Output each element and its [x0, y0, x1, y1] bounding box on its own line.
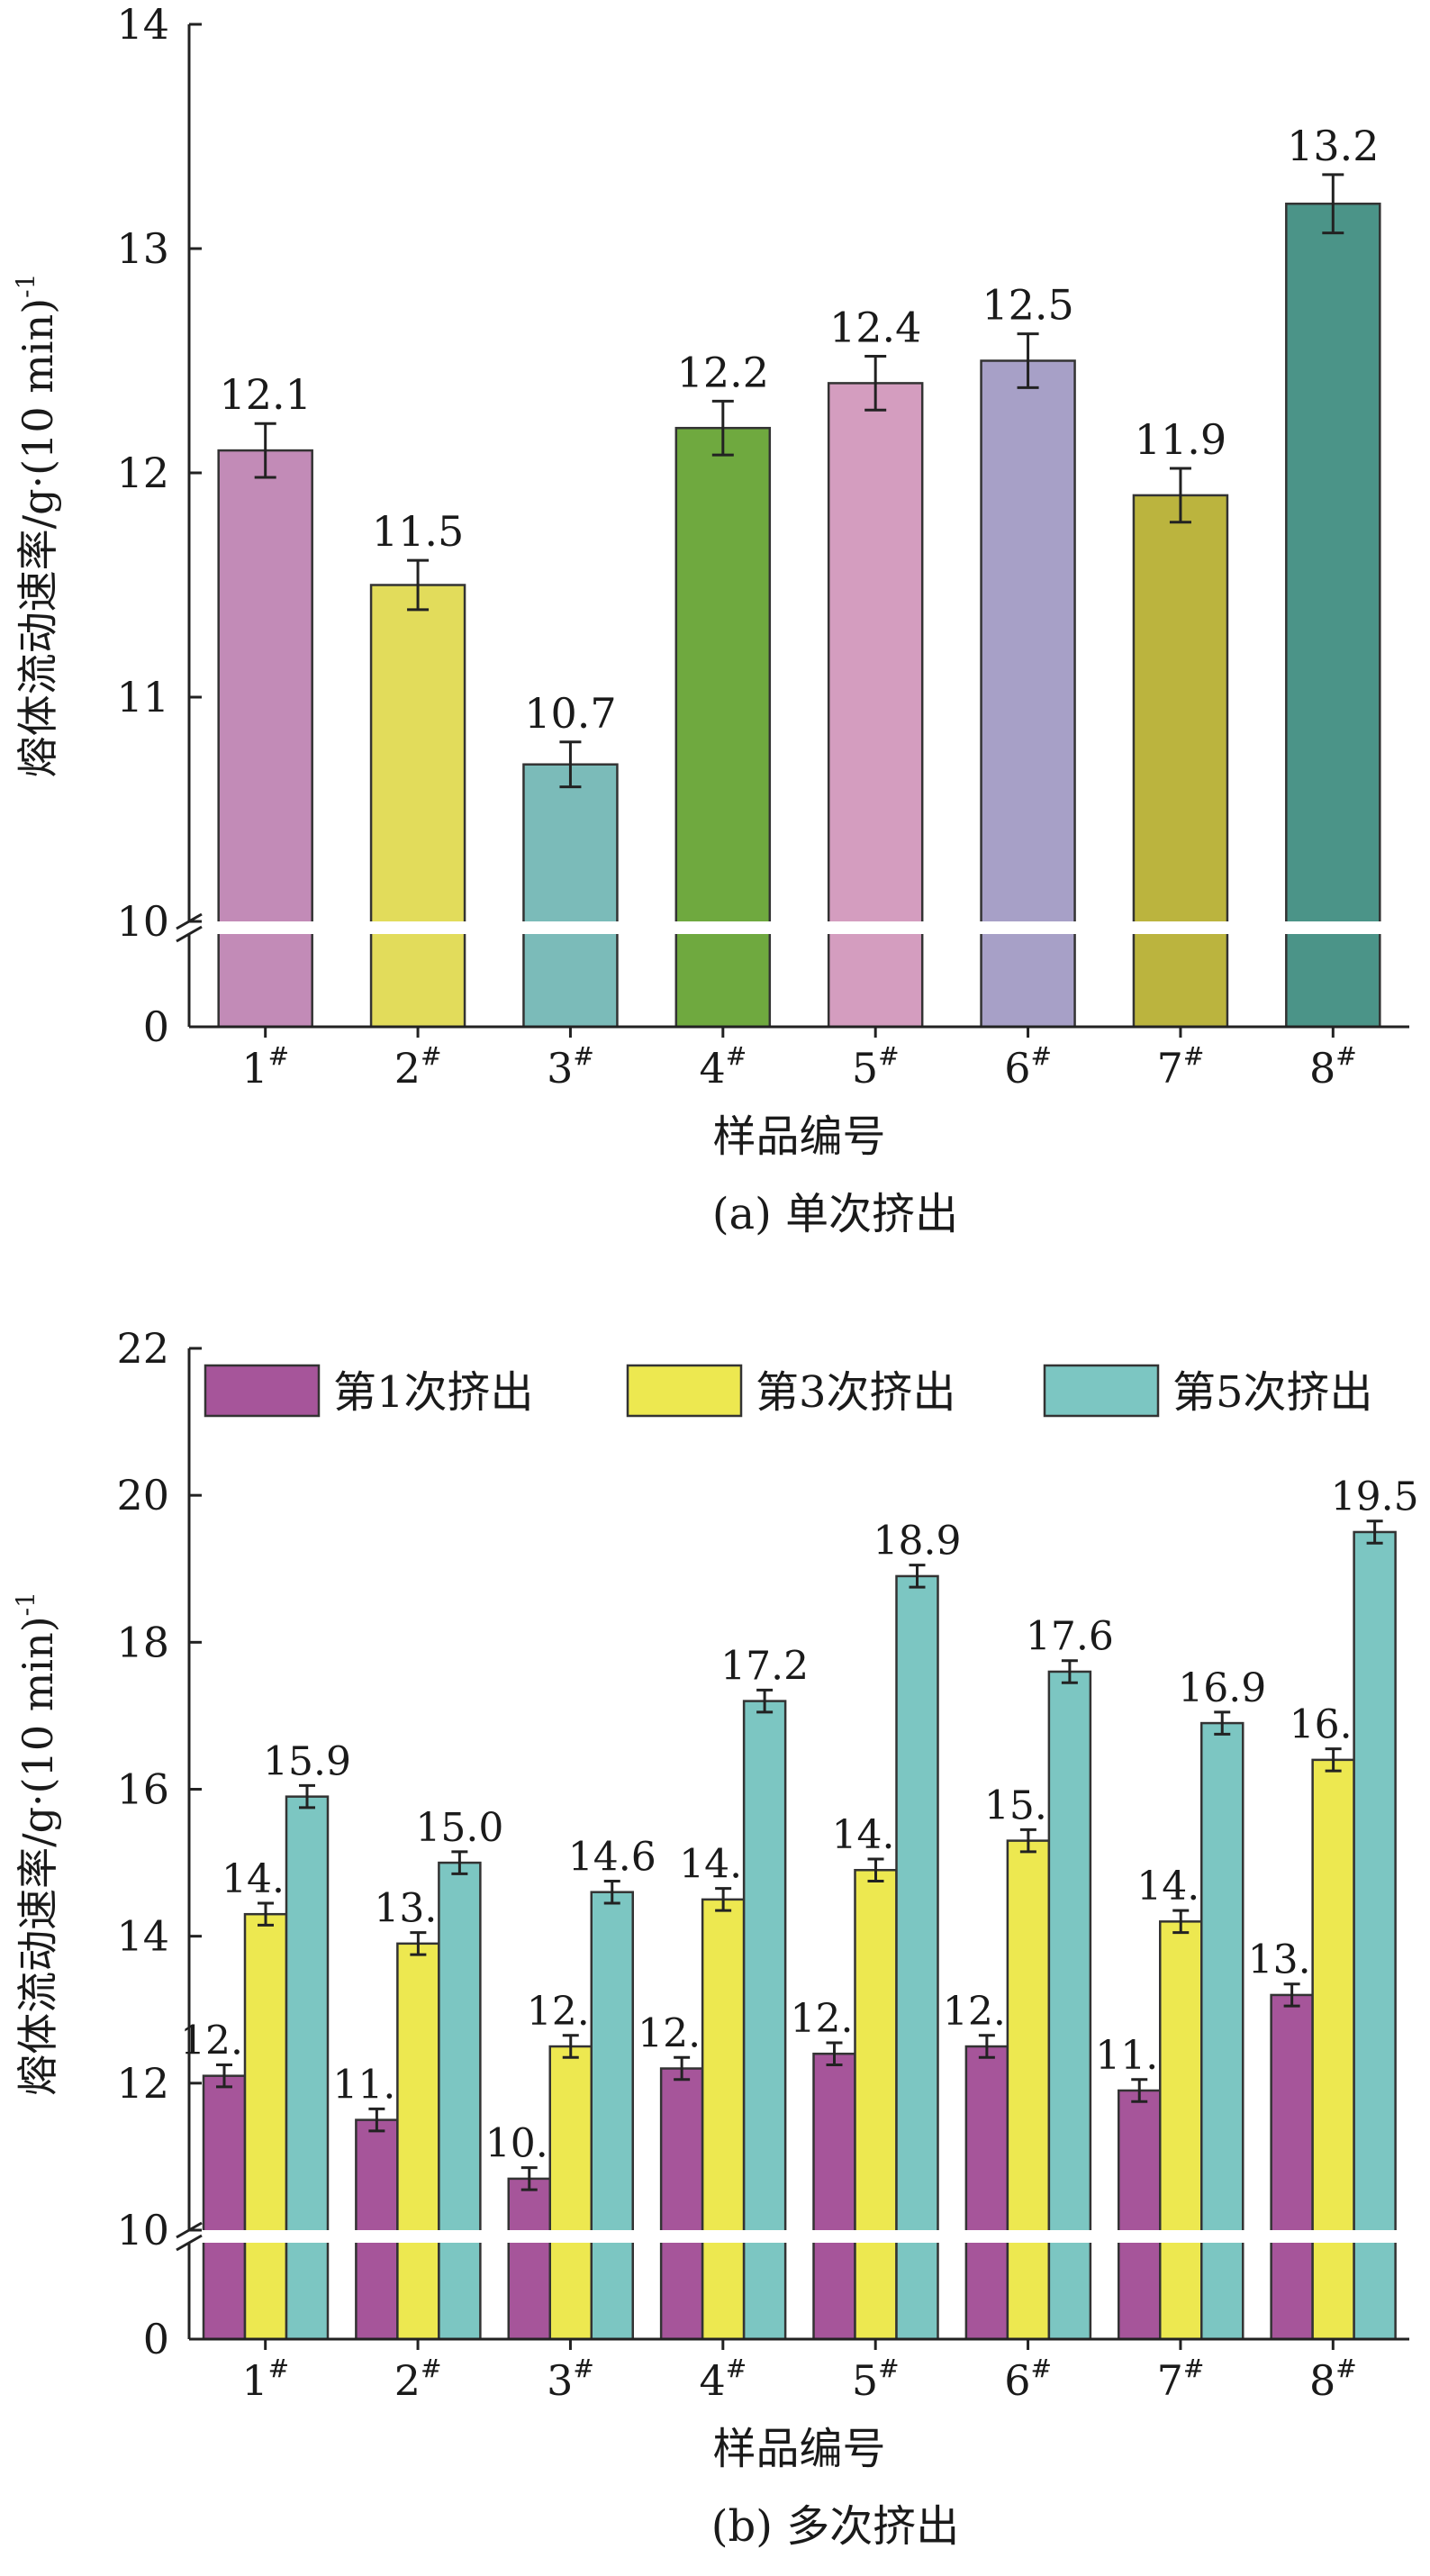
data-label-8-series-3: 19.5 [1331, 1474, 1419, 1520]
y-tick-label-0: 0 [143, 1002, 169, 1051]
x-tick-label-6: 6# [1004, 1041, 1052, 1093]
data-label-6-series-3: 17.6 [1026, 1614, 1114, 1660]
axis-break-mark-lower [176, 2234, 203, 2252]
data-label-4-series-3: 17.2 [720, 1643, 809, 1689]
bar-3-series-1 [507, 2177, 551, 2341]
bar-4 [674, 426, 772, 1029]
legend-label-series-1: 第1次挤出 [333, 1367, 534, 1418]
y-tick-label-0: 0 [143, 2315, 169, 2363]
y-tick-label-12: 12 [116, 449, 169, 497]
y-tick-label-10: 10 [116, 2206, 169, 2254]
y-tick-label-22: 22 [116, 1324, 169, 1373]
bar-8-series-2 [1311, 1758, 1355, 2341]
data-label-3: 10.7 [524, 689, 616, 738]
bar-8 [1285, 202, 1381, 1029]
data-label-2-series-3: 15.0 [415, 1805, 503, 1851]
x-tick-label-2: 2# [394, 1041, 442, 1093]
x-tick-label-2: 2# [394, 2354, 442, 2405]
y-tick-label-20: 20 [116, 1471, 169, 1519]
data-label-4: 12.2 [677, 348, 769, 396]
data-label-3-series-3: 14.6 [568, 1834, 656, 1880]
axis-break-band [162, 921, 1430, 934]
bar-2-series-3 [438, 1861, 482, 2341]
x-axis-title: 样品编号 [712, 2424, 885, 2474]
x-tick-label-5: 5# [852, 1041, 900, 1093]
bar-4-series-2 [701, 1898, 746, 2341]
x-axis-title: 样品编号 [712, 1111, 885, 1162]
bar-6-series-1 [964, 2045, 1009, 2341]
bar-4-series-3 [742, 1700, 787, 2341]
bar-2-series-1 [355, 2118, 399, 2341]
data-label-7-series-3: 16.9 [1178, 1665, 1266, 1711]
y-tick-label-14: 14 [116, 1912, 169, 1961]
bar-5 [827, 382, 924, 1029]
y-axis-title: 熔体流动速率/g·(10 min)-1 [11, 274, 62, 778]
data-label-2: 11.5 [372, 507, 464, 556]
x-tick-label-7: 7# [1157, 2354, 1205, 2405]
chart-panel-b: 12.114.315.911.513.915.010.712.514.612.2… [11, 1324, 1430, 2552]
bar-1-series-2 [243, 1912, 288, 2341]
bar-6-series-2 [1006, 1839, 1051, 2341]
legend-swatch-series-3 [1043, 1364, 1160, 1418]
bar-7 [1132, 494, 1229, 1029]
bar-3-series-2 [548, 2045, 593, 2341]
x-tick-label-6: 6# [1004, 2354, 1052, 2405]
y-tick-label-14: 14 [116, 0, 169, 49]
bar-7-series-2 [1159, 1920, 1203, 2341]
axis-break-band [162, 2230, 1430, 2243]
bar-3 [522, 763, 619, 1029]
y-axis-title: 熔体流动速率/g·(10 min)-1 [11, 1592, 62, 2096]
bar-2 [369, 584, 466, 1029]
legend-label-series-2: 第3次挤出 [756, 1367, 956, 1418]
x-tick-label-4: 4# [699, 1041, 747, 1093]
data-label-7: 11.9 [1135, 415, 1226, 464]
x-tick-label-5: 5# [852, 2354, 900, 2405]
panel-caption: (b) 多次挤出 [711, 2501, 959, 2552]
y-tick-label-12: 12 [116, 2059, 169, 2108]
data-label-1-series-3: 15.9 [263, 1738, 351, 1784]
legend-swatch-series-1 [204, 1364, 321, 1418]
bar-5-series-2 [854, 1868, 898, 2341]
x-tick-label-4: 4# [699, 2354, 747, 2405]
x-tick-label-1: 1# [241, 2354, 289, 2405]
x-tick-label-3: 3# [547, 2354, 594, 2405]
bar-5-series-1 [812, 2052, 856, 2341]
panel-caption: (a) 单次挤出 [712, 1189, 958, 1239]
data-label-1: 12.1 [219, 370, 311, 419]
y-tick-label-18: 18 [116, 1618, 169, 1666]
y-tick-label-11: 11 [116, 673, 169, 721]
y-tick-label-16: 16 [116, 1765, 169, 1814]
data-label-8: 13.2 [1287, 122, 1379, 170]
y-tick-label-10: 10 [116, 897, 169, 946]
x-tick-label-8: 8# [1309, 2354, 1357, 2405]
bar-4-series-1 [659, 2067, 704, 2341]
data-label-5: 12.4 [829, 304, 921, 352]
x-tick-label-8: 8# [1309, 1041, 1357, 1093]
chart-panel-a: 12.1 11.5 10.7 12.2 12.4 12.5 11.9 13.2 0 10 11 12 1… [11, 0, 1430, 1239]
bar-8-series-1 [1270, 1993, 1314, 2341]
axis-break-mark-lower [176, 925, 203, 943]
data-label-5-series-3: 18.9 [873, 1519, 962, 1565]
data-label-6: 12.5 [982, 281, 1073, 330]
bar-1 [217, 449, 313, 1029]
y-tick-label-13: 13 [116, 224, 169, 273]
bar-1-series-1 [202, 2074, 247, 2341]
bar-1-series-3 [285, 1795, 330, 2341]
legend-label-series-3: 第5次挤出 [1172, 1367, 1373, 1418]
bar-7-series-3 [1200, 1721, 1244, 2341]
x-tick-label-3: 3# [547, 1041, 594, 1093]
bar-6 [980, 359, 1076, 1029]
x-tick-label-7: 7# [1157, 1041, 1205, 1093]
legend-swatch-series-2 [626, 1364, 743, 1418]
bar-7-series-1 [1118, 2089, 1162, 2341]
bar-3-series-3 [590, 1891, 634, 2341]
bar-5-series-3 [895, 1574, 939, 2341]
x-tick-label-1: 1# [241, 1041, 289, 1093]
bar-8-series-3 [1353, 1530, 1397, 2341]
bar-2-series-2 [396, 1942, 440, 2341]
